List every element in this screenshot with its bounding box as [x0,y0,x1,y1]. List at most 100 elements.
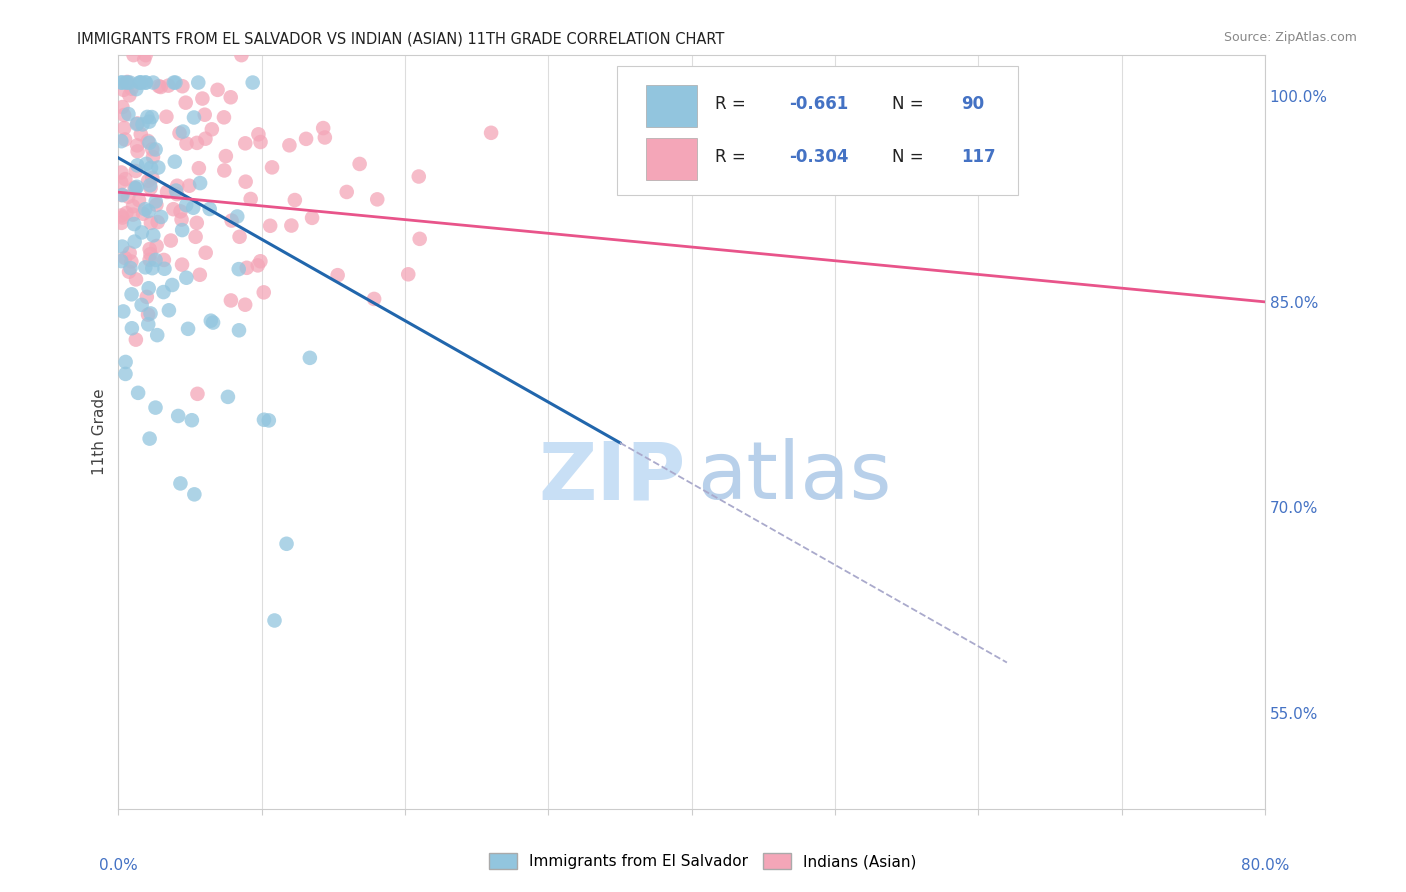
Point [249,254,271,268]
Point [326,268,349,282]
Point [188,268,211,282]
Point [142,76,165,90]
Point [117,75,139,89]
Point [363,292,385,306]
Point [135,48,157,62]
Point [278,138,301,153]
Point [141,170,163,185]
Point [131,226,153,240]
Point [160,278,183,293]
Point [114,172,136,186]
Point [235,260,257,275]
Point [242,76,264,90]
Point [170,258,193,272]
Point [145,143,167,157]
Point [276,537,298,551]
Text: IMMIGRANTS FROM EL SALVADOR VS INDIAN (ASIAN) 11TH GRADE CORRELATION CHART: IMMIGRANTS FROM EL SALVADOR VS INDIAN (A… [77,31,724,46]
Point [183,487,205,501]
Point [233,136,256,151]
Point [138,252,160,267]
Point [115,206,138,220]
Point [138,114,160,128]
Point [191,91,214,105]
Point [121,82,143,96]
Point [120,261,142,276]
Point [125,82,148,96]
Text: R =: R = [714,148,751,166]
Point [172,125,194,139]
Point [111,188,134,202]
Point [295,132,318,146]
Text: 117: 117 [962,148,995,166]
Point [111,239,134,253]
Point [111,211,134,225]
Point [148,79,170,94]
Point [202,316,225,330]
Point [188,176,211,190]
Point [169,126,191,140]
Point [114,132,136,146]
Point [139,247,162,261]
Point [186,387,208,401]
Point [145,239,167,253]
Point [122,208,145,222]
Point [228,262,250,277]
Point [114,251,136,265]
Point [336,185,359,199]
Point [135,157,157,171]
Point [226,210,249,224]
Point [110,209,132,223]
Point [110,254,132,268]
Point [253,285,276,300]
Point [284,193,307,207]
Point [124,235,146,249]
FancyBboxPatch shape [617,66,1018,194]
Point [157,303,180,318]
Point [176,270,198,285]
Text: Source: ZipAtlas.com: Source: ZipAtlas.com [1223,31,1357,45]
Point [194,108,217,122]
Point [408,169,430,184]
Point [117,190,139,204]
Point [155,110,177,124]
Point [135,290,157,304]
Point [127,116,149,130]
Point [396,268,419,282]
Point [174,95,197,110]
Point [153,261,176,276]
Point [194,131,217,145]
Text: ZIP: ZIP [538,438,686,516]
Text: -0.661: -0.661 [789,95,848,113]
Text: N =: N = [893,148,929,166]
Point [219,293,242,308]
Point [134,53,156,67]
Point [110,176,132,190]
Point [141,142,163,156]
Point [172,223,194,237]
Point [135,76,157,90]
Point [141,261,163,276]
Point [169,204,191,219]
Point [187,76,209,90]
Point [186,136,208,150]
Point [187,161,209,176]
Point [163,154,186,169]
Point [170,212,193,227]
Point [110,188,132,202]
Point [125,179,148,194]
Text: 90: 90 [962,95,984,113]
Point [138,136,160,150]
Point [366,192,388,206]
Point [408,232,430,246]
Point [121,321,143,335]
Point [139,161,162,175]
Point [198,202,221,216]
Point [280,219,302,233]
Point [176,136,198,151]
Point [129,76,152,90]
Point [157,78,180,93]
Point [231,48,253,62]
Point [145,194,167,209]
Point [257,413,280,427]
Point [217,390,239,404]
